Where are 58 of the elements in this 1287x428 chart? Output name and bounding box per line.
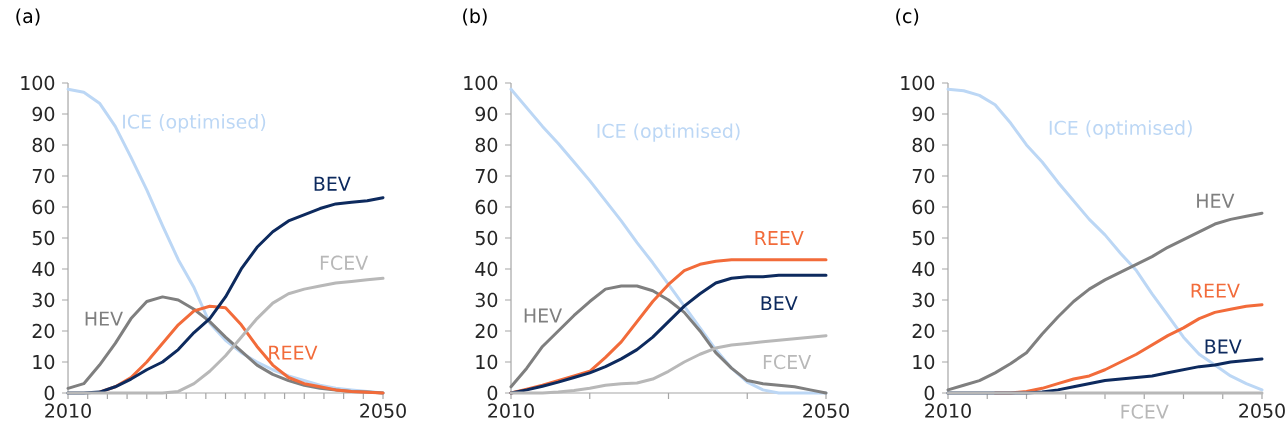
x-tick-label: 2050: [1239, 403, 1285, 418]
y-tick-label: 90: [475, 106, 498, 122]
series-label: ICE (optimised): [123, 114, 266, 133]
y-tick-label: 60: [912, 199, 935, 215]
y-tick-label: 80: [32, 137, 55, 153]
y-tick-label: 100: [464, 75, 498, 91]
y-tick-label: 30: [912, 292, 935, 308]
y-tick-label: 70: [32, 168, 55, 184]
chart-title: (a): [16, 8, 40, 26]
y-tick-label: 60: [32, 199, 55, 215]
y-tick-label: 0: [44, 385, 55, 401]
y-tick-label: 90: [912, 106, 935, 122]
y-tick-label: 60: [475, 199, 498, 215]
x-tick-label: 2010: [45, 403, 91, 418]
y-tick-label: 10: [913, 354, 935, 370]
series-label: REEV: [755, 231, 804, 245]
y-tick-label: 30: [32, 292, 55, 308]
y-tick-label: 30: [475, 292, 498, 308]
x-tick-label: 2010: [925, 403, 971, 418]
y-tick-label: 10: [33, 354, 55, 370]
y-tick-label: 0: [487, 385, 498, 401]
series-label: ICE (optimised): [597, 123, 740, 142]
line-series: [946, 211, 1264, 392]
series-label: HEV: [1197, 193, 1235, 208]
series-label: HEV: [524, 308, 562, 323]
y-tick-label: 80: [912, 137, 935, 153]
y-tick-label: 20: [475, 323, 498, 339]
y-tick-label: 100: [21, 75, 55, 91]
y-tick-label: 50: [32, 230, 55, 246]
y-tick-label: 70: [475, 168, 498, 184]
y-tick-label: 50: [912, 230, 935, 246]
series-label: HEV: [85, 311, 123, 326]
series-label: FCEV: [320, 255, 369, 270]
y-tick-label: 0: [924, 385, 935, 401]
chart-title: (c): [896, 8, 919, 26]
y-tick-label: 40: [32, 261, 55, 277]
y-tick-label: 50: [475, 230, 498, 246]
y-tick-label: 70: [912, 168, 935, 184]
y-tick-label: 90: [32, 106, 55, 122]
y-tick-label: 20: [912, 323, 935, 339]
series-label: BEV: [1205, 339, 1242, 354]
series-label: REEV: [269, 345, 318, 360]
series-label: BEV: [314, 176, 351, 191]
chart-title: (b): [463, 8, 487, 26]
series-label: REEV: [1191, 283, 1240, 298]
series-label: FCEV: [763, 354, 812, 370]
x-tick-label: 2050: [360, 403, 406, 418]
y-tick-label: 20: [32, 323, 55, 339]
y-tick-label: 40: [475, 261, 498, 277]
y-tick-label: 40: [912, 261, 935, 277]
x-tick-label: 2050: [803, 403, 849, 418]
y-tick-label: 80: [475, 137, 498, 153]
y-tick-label: 10: [476, 354, 498, 370]
series-label: ICE (optimised): [1049, 120, 1192, 139]
series-label: FCEV: [1121, 404, 1169, 419]
y-tick-label: 100: [901, 75, 935, 91]
x-tick-label: 2010: [488, 403, 534, 418]
series-label: BEV: [761, 296, 798, 311]
